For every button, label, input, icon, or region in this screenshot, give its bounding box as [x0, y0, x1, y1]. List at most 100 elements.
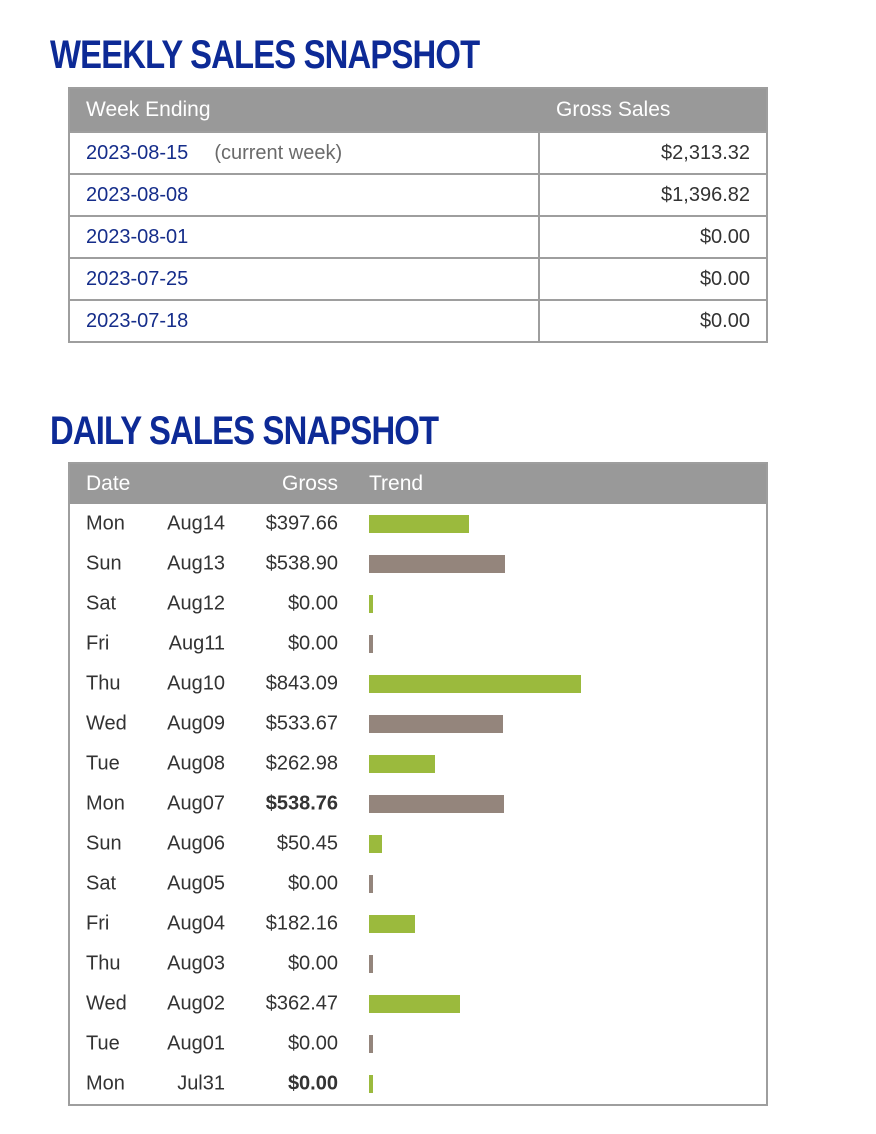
- day-of-week: Wed: [86, 712, 127, 735]
- day-gross: $0.00: [287, 872, 338, 895]
- trend-bar: [369, 915, 415, 933]
- gross-sales-cell: $0.00: [699, 225, 750, 248]
- day-gross: $50.45: [276, 832, 338, 855]
- day-date: Aug05: [167, 872, 225, 895]
- daily-row: Tue Aug01 $0.00: [70, 1024, 766, 1064]
- daily-row: Fri Aug04 $182.16: [70, 904, 766, 944]
- day-date: Aug01: [167, 1032, 225, 1055]
- daily-row: Wed Aug09 $533.67: [70, 704, 766, 744]
- day-date: Aug12: [167, 592, 225, 615]
- daily-row: Thu Aug03 $0.00: [70, 944, 766, 984]
- day-date: Aug10: [167, 672, 225, 695]
- weekly-row: 2023-07-18 $0.00: [70, 299, 766, 341]
- day-date: Aug14: [167, 512, 225, 535]
- day-gross: $397.66: [265, 512, 338, 535]
- gross-header: Gross: [281, 472, 338, 495]
- date-header: Date: [86, 472, 131, 495]
- day-gross: $0.00: [287, 632, 338, 655]
- gross-sales-cell: $2,313.32: [661, 141, 750, 164]
- daily-table-header: Date Gross Trend: [70, 464, 766, 504]
- week-ending-header: Week Ending: [86, 98, 211, 121]
- trend-bar: [369, 955, 373, 973]
- day-of-week: Sat: [86, 872, 117, 895]
- weekly-table-header: Week Ending Gross Sales: [70, 89, 766, 131]
- gross-sales-cell: $1,396.82: [661, 183, 750, 206]
- daily-sales-title: DAILY SALES SNAPSHOT: [50, 409, 439, 453]
- trend-bar: [369, 635, 373, 653]
- gross-sales-cell: $0.00: [699, 267, 750, 290]
- trend-bar: [369, 755, 435, 773]
- day-date: Aug11: [168, 632, 225, 655]
- day-gross: $182.16: [265, 912, 338, 935]
- day-date: Aug07: [167, 792, 225, 815]
- trend-bar: [369, 1035, 373, 1053]
- daily-sales-table: Date Gross Trend Mon Aug14 $397.66 Sun Aug13…: [68, 462, 768, 1106]
- day-of-week: Fri: [86, 632, 110, 655]
- daily-row: Mon Aug14 $397.66: [70, 504, 766, 544]
- week-ending-link[interactable]: 2023-08-08: [86, 183, 189, 206]
- trend-bar: [369, 675, 581, 693]
- day-date: Aug08: [167, 752, 225, 775]
- gross-sales-cell: $0.00: [699, 309, 750, 332]
- trend-bar: [369, 555, 505, 573]
- current-week-note: (current week): [214, 141, 343, 164]
- day-date: Aug09: [167, 712, 225, 735]
- week-ending-link[interactable]: 2023-08-15: [86, 141, 189, 164]
- weekly-sales-title: WEEKLY SALES SNAPSHOT: [50, 33, 480, 77]
- week-ending-cell: 2023-08-15 (current week): [70, 133, 540, 173]
- day-gross: $538.76: [265, 792, 338, 815]
- daily-row: Mon Aug07 $538.76: [70, 784, 766, 824]
- daily-row: Wed Aug02 $362.47: [70, 984, 766, 1024]
- trend-bar: [369, 595, 373, 613]
- day-gross: $538.90: [265, 552, 338, 575]
- week-ending-cell: 2023-07-25: [70, 259, 540, 299]
- day-of-week: Sun: [86, 552, 122, 575]
- day-gross: $0.00: [287, 1072, 338, 1095]
- day-of-week: Fri: [86, 912, 110, 935]
- day-of-week: Sun: [86, 832, 122, 855]
- trend-bar: [369, 795, 504, 813]
- daily-row: Thu Aug10 $843.09: [70, 664, 766, 704]
- day-of-week: Wed: [86, 992, 127, 1015]
- day-date: Aug06: [167, 832, 225, 855]
- daily-row: Mon Jul31 $0.00: [70, 1064, 766, 1104]
- day-of-week: Mon: [86, 792, 125, 815]
- day-date: Jul31: [177, 1072, 225, 1095]
- day-of-week: Mon: [86, 512, 125, 535]
- week-ending-link[interactable]: 2023-08-01: [86, 225, 189, 248]
- day-of-week: Mon: [86, 1072, 125, 1095]
- day-date: Aug03: [167, 952, 225, 975]
- weekly-row: 2023-08-15 (current week) $2,313.32: [70, 131, 766, 173]
- day-date: Aug04: [167, 912, 225, 935]
- trend-bar: [369, 1075, 373, 1093]
- day-gross: $262.98: [265, 752, 338, 775]
- trend-bar: [369, 835, 382, 853]
- day-gross: $0.00: [287, 1032, 338, 1055]
- week-ending-cell: 2023-08-08: [70, 175, 540, 215]
- daily-row: Sat Aug05 $0.00: [70, 864, 766, 904]
- day-date: Aug13: [167, 552, 225, 575]
- week-ending-link[interactable]: 2023-07-25: [86, 267, 189, 290]
- daily-row: Tue Aug08 $262.98: [70, 744, 766, 784]
- day-of-week: Tue: [86, 752, 120, 775]
- gross-sales-header: Gross Sales: [556, 98, 671, 121]
- weekly-row: 2023-07-25 $0.00: [70, 257, 766, 299]
- daily-row: Sat Aug12 $0.00: [70, 584, 766, 624]
- week-ending-link[interactable]: 2023-07-18: [86, 309, 189, 332]
- day-gross: $362.47: [265, 992, 338, 1015]
- day-of-week: Thu: [86, 672, 121, 695]
- day-of-week: Thu: [86, 952, 121, 975]
- weekly-row: 2023-08-08 $1,396.82: [70, 173, 766, 215]
- weekly-sales-table: Week Ending Gross Sales 2023-08-15 (curre…: [68, 87, 768, 343]
- day-of-week: Tue: [86, 1032, 120, 1055]
- trend-bar: [369, 995, 460, 1013]
- trend-bar: [369, 875, 373, 893]
- day-gross: $0.00: [287, 952, 338, 975]
- week-ending-cell: 2023-08-01: [70, 217, 540, 257]
- daily-row: Sun Aug13 $538.90: [70, 544, 766, 584]
- week-ending-cell: 2023-07-18: [70, 301, 540, 341]
- day-gross: $0.00: [287, 592, 338, 615]
- day-gross: $533.67: [265, 712, 338, 735]
- trend-bar: [369, 715, 503, 733]
- day-date: Aug02: [167, 992, 225, 1015]
